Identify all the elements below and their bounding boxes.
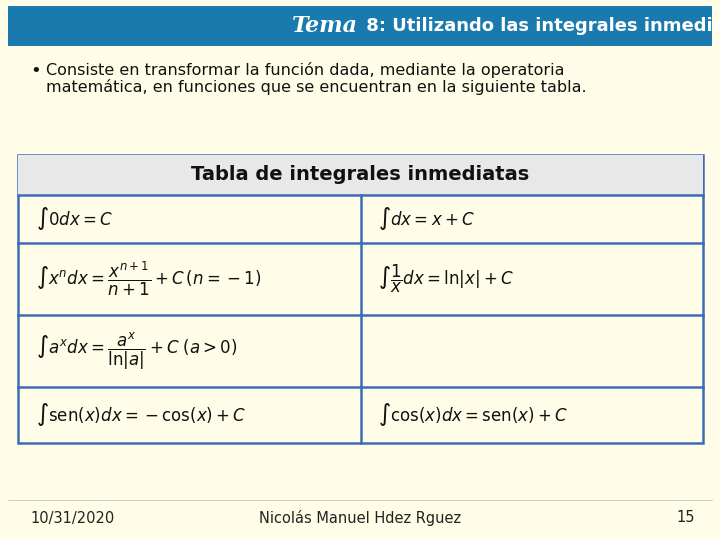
Text: Tabla de integrales inmediatas: Tabla de integrales inmediatas (192, 165, 530, 185)
Text: $\int \mathrm{sen}(x)dx = -\cos(x)+C$: $\int \mathrm{sen}(x)dx = -\cos(x)+C$ (36, 402, 246, 429)
Bar (8, 6, 712, 46)
Text: •: • (30, 62, 41, 80)
Text: $\int \dfrac{1}{x}dx = \ln|x|+C$: $\int \dfrac{1}{x}dx = \ln|x|+C$ (379, 263, 514, 295)
Text: matemática, en funciones que se encuentran en la siguiente tabla.: matemática, en funciones que se encuentr… (46, 79, 587, 95)
Bar (18, 155, 703, 195)
Text: $\int dx = x + C$: $\int dx = x + C$ (379, 206, 475, 233)
Text: $\int 0dx = C$: $\int 0dx = C$ (36, 206, 113, 233)
Text: $\int a^x dx = \dfrac{a^x}{\ln|a|} + C\;(a>0)$: $\int a^x dx = \dfrac{a^x}{\ln|a|} + C\;… (36, 330, 238, 372)
Text: 8: Utilizando las integrales inmediatas: 8: Utilizando las integrales inmediatas (360, 17, 720, 35)
Text: 15: 15 (677, 510, 695, 525)
Text: 10/31/2020: 10/31/2020 (30, 510, 114, 525)
Text: $\int \cos(x)dx = \mathrm{sen}(x)+C$: $\int \cos(x)dx = \mathrm{sen}(x)+C$ (379, 402, 569, 429)
Bar (18, 155, 703, 443)
Text: Consiste en transformar la función dada, mediante la operatoria: Consiste en transformar la función dada,… (46, 62, 564, 78)
Text: Nicolás Manuel Hdez Rguez: Nicolás Manuel Hdez Rguez (259, 510, 461, 526)
Text: $\int x^n dx = \dfrac{x^{n+1}}{n+1} + C\,(n=-1)$: $\int x^n dx = \dfrac{x^{n+1}}{n+1} + C\… (36, 260, 261, 298)
Text: Tema: Tema (292, 15, 358, 37)
